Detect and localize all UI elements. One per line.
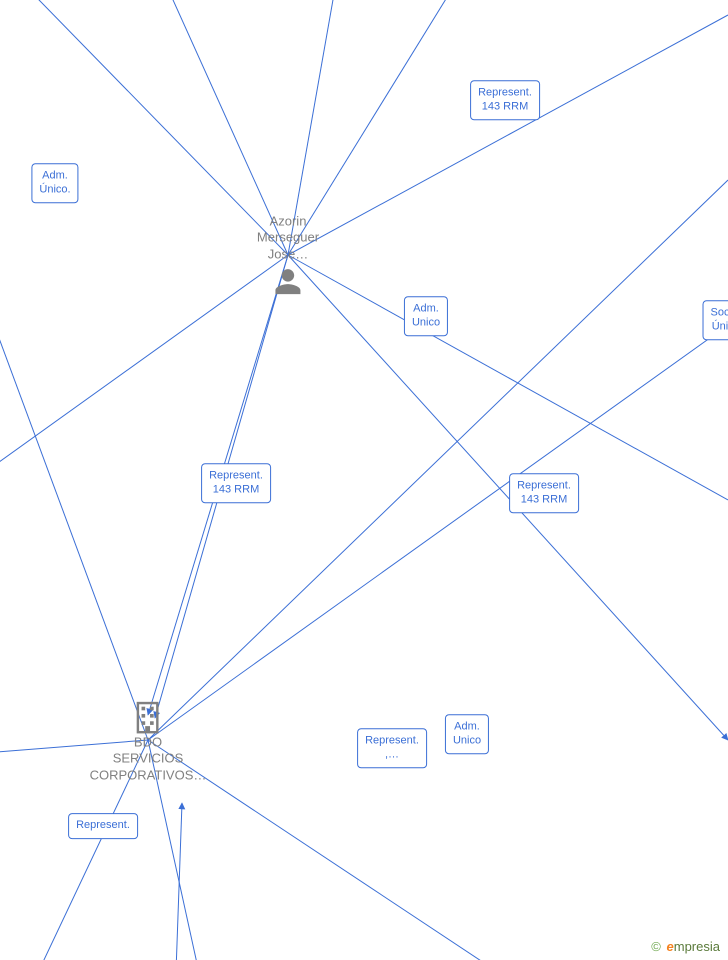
person-node[interactable]: Azorin Merseguer Jose…: [257, 214, 319, 297]
graph-edge: [288, 15, 728, 255]
edge-label[interactable]: Represent. 143 RRM: [470, 80, 540, 120]
footer-attribution: © empresia: [651, 939, 720, 954]
company-node[interactable]: BDO SERVICIOS CORPORATIVOS…: [90, 697, 207, 784]
graph-edge: [148, 325, 728, 740]
edge-label[interactable]: Soc Úni: [703, 300, 728, 340]
node-label: Azorin Merseguer Jose…: [257, 214, 319, 263]
brand-rest: mpresia: [674, 939, 720, 954]
graph-edge: [148, 180, 728, 740]
graph-edge: [175, 803, 182, 960]
graph-edge: [0, 255, 288, 490]
copyright-symbol: ©: [651, 939, 661, 954]
edge-label[interactable]: Adm. Único.: [31, 163, 78, 203]
edge-label[interactable]: Represent. ,…: [357, 728, 427, 768]
graph-edge: [0, 233, 148, 740]
graph-edge: [288, 255, 728, 500]
edge-label[interactable]: Represent.: [68, 813, 138, 839]
node-label: BDO SERVICIOS CORPORATIVOS…: [90, 735, 207, 784]
graph-canvas[interactable]: Azorin Merseguer Jose… BDO SERVICIOS CORP…: [0, 0, 728, 960]
person-icon: [257, 266, 319, 296]
edge-label[interactable]: Represent. 143 RRM: [201, 463, 271, 503]
graph-edge: [148, 740, 540, 960]
edge-label[interactable]: Adm. Unico: [445, 714, 489, 754]
building-icon: [90, 701, 207, 735]
edge-label[interactable]: Adm. Unico: [404, 296, 448, 336]
edge-label[interactable]: Represent. 143 RRM: [509, 473, 579, 513]
graph-edge: [288, 255, 728, 740]
graph-edge: [0, 0, 288, 255]
brand-e: e: [667, 939, 674, 954]
